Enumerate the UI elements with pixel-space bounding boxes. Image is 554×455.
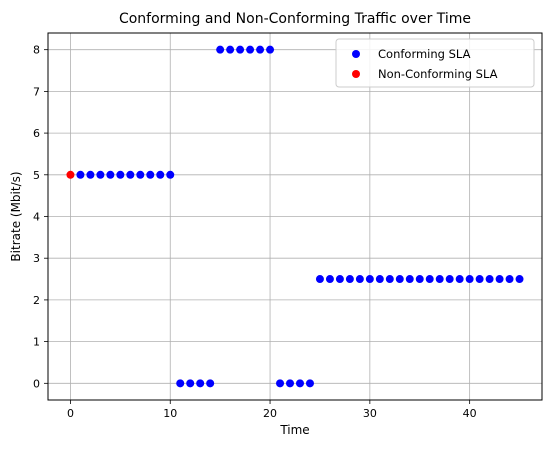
- data-points: [66, 45, 524, 388]
- y-axis-label: Bitrate (Mbit/s): [9, 171, 23, 261]
- data-point: [475, 275, 484, 284]
- data-point: [196, 379, 205, 388]
- data-point: [335, 275, 344, 284]
- data-point: [66, 170, 75, 179]
- legend-label: Non-Conforming SLA: [378, 67, 498, 81]
- data-point: [156, 170, 165, 179]
- data-point: [136, 170, 145, 179]
- y-tick-label: 3: [33, 252, 40, 265]
- data-point: [435, 275, 444, 284]
- x-tick-label: 0: [67, 407, 74, 420]
- x-tick-label: 20: [263, 407, 277, 420]
- legend-label: Conforming SLA: [378, 47, 471, 61]
- data-point: [465, 275, 474, 284]
- data-point: [445, 275, 454, 284]
- y-tick-label: 5: [33, 169, 40, 182]
- data-point: [256, 45, 265, 54]
- data-point: [385, 275, 394, 284]
- data-point: [216, 45, 225, 54]
- data-point: [236, 45, 245, 54]
- y-tick-label: 1: [33, 336, 40, 349]
- data-point: [495, 275, 504, 284]
- data-point: [86, 170, 95, 179]
- x-tick-label: 10: [163, 407, 177, 420]
- data-point: [375, 275, 384, 284]
- x-tick-label: 30: [363, 407, 377, 420]
- data-point: [226, 45, 235, 54]
- data-point: [166, 170, 175, 179]
- legend: Conforming SLA Non-Conforming SLA: [335, 38, 535, 88]
- data-point: [345, 275, 354, 284]
- chart-title: Conforming and Non-Conforming Traffic ov…: [119, 11, 471, 27]
- data-point: [485, 275, 494, 284]
- ticks: 0 10 20 30 40 0 1 2 3 4 5 6 7 8: [33, 44, 477, 420]
- data-point: [206, 379, 215, 388]
- x-axis-label: Time: [279, 423, 309, 437]
- data-point: [315, 275, 324, 284]
- data-point: [305, 379, 314, 388]
- data-point: [295, 379, 304, 388]
- data-point: [355, 275, 364, 284]
- data-point: [395, 275, 404, 284]
- data-point: [415, 275, 424, 284]
- data-point: [116, 170, 125, 179]
- y-tick-label: 6: [33, 127, 40, 140]
- data-point: [505, 275, 514, 284]
- data-point: [146, 170, 155, 179]
- y-tick-label: 2: [33, 294, 40, 307]
- legend-marker: [352, 70, 360, 78]
- y-tick-label: 7: [33, 85, 40, 98]
- data-point: [276, 379, 285, 388]
- x-tick-label: 40: [463, 407, 477, 420]
- data-point: [106, 170, 115, 179]
- y-tick-label: 4: [33, 211, 40, 224]
- data-point: [186, 379, 195, 388]
- data-point: [96, 170, 105, 179]
- y-tick-label: 0: [33, 377, 40, 390]
- data-point: [365, 275, 374, 284]
- data-point: [455, 275, 464, 284]
- data-point: [515, 275, 524, 284]
- data-point: [425, 275, 434, 284]
- data-point: [266, 45, 275, 54]
- data-point: [246, 45, 255, 54]
- data-point: [405, 275, 414, 284]
- y-tick-label: 8: [33, 44, 40, 57]
- legend-box: [335, 38, 535, 88]
- data-point: [325, 275, 334, 284]
- data-point: [76, 170, 85, 179]
- legend-marker: [352, 50, 360, 58]
- data-point: [286, 379, 295, 388]
- data-point: [176, 379, 185, 388]
- data-point: [126, 170, 135, 179]
- grid: [48, 33, 542, 400]
